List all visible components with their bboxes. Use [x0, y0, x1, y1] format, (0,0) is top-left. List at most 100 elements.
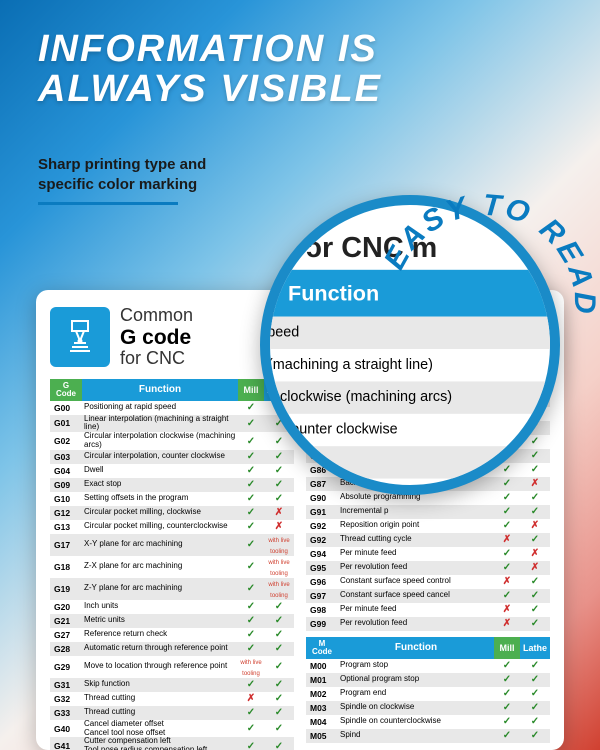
function-cell: Inch units: [82, 602, 238, 611]
lathe-cell: ✓: [264, 629, 294, 640]
mill-cell: ✓: [238, 561, 264, 572]
magnifier-lens: ɔr CNC m Function Mill Lathe id speed✓✓i…: [260, 195, 560, 495]
table-row: G29Move to location through reference po…: [50, 656, 294, 678]
subtitle-line-2: specific color marking: [38, 176, 197, 193]
function-cell: Spindle on counterclockwise: [338, 717, 494, 726]
table-header-m: MCode Function Mill Lathe: [306, 637, 550, 659]
mill-cell: ✓: [494, 492, 520, 503]
table-row: G31Skip function✓✓: [50, 678, 294, 692]
mill-cell: ✓: [494, 506, 520, 517]
mill-cell: ✓: [238, 723, 264, 734]
table-row: G97Constant surface speed cancel✓✓: [306, 589, 550, 603]
table-row: G92Reposition origin point✓✗: [306, 519, 550, 533]
table-row: G41Cutter compensation leftTool nose rad…: [50, 737, 294, 750]
code-cell: G95: [306, 563, 338, 573]
lathe-cell: ✓: [520, 660, 550, 671]
subtitle-underline: [38, 202, 178, 205]
function-cell: Linear interpolation (machining a straig…: [82, 415, 238, 433]
function-cell: Cancel diameter offsetCancel tool nose o…: [82, 720, 238, 738]
card-title-post: for CNC: [120, 348, 185, 368]
code-cell: G10: [50, 494, 82, 504]
th-function: Function: [82, 384, 238, 395]
mag-heading: ɔr CNC m: [260, 223, 560, 270]
table-row: M00Program stop✓✓: [306, 659, 550, 673]
code-cell: G17: [50, 540, 82, 550]
th-mill: Mill: [238, 379, 264, 401]
code-cell: G09: [50, 480, 82, 490]
table-row: M02Program end✓✓: [306, 687, 550, 701]
card-title: Common G code for CNC: [120, 306, 193, 369]
lathe-cell: ✓: [264, 693, 294, 704]
table-row: G96Constant surface speed control✗✓: [306, 575, 550, 589]
code-cell: G20: [50, 602, 82, 612]
code-cell: G02: [50, 436, 82, 446]
table-row: G03Circular interpolation, counter clock…: [50, 450, 294, 464]
mill-cell: ✓: [238, 583, 264, 594]
lathe-cell: with livetooling: [264, 578, 294, 600]
subtitle-line-1: Sharp printing type and: [38, 156, 206, 173]
mill-cell: ✓: [494, 702, 520, 713]
mill-cell: ✓: [494, 730, 520, 741]
function-cell: Setting offsets in the program: [82, 494, 238, 503]
mill-cell: ✓: [494, 716, 520, 727]
table-header-left: GCode Function Mill Lathe: [50, 379, 294, 401]
function-cell: Spind: [338, 731, 494, 740]
lathe-cell: ✓: [520, 590, 550, 601]
code-cell: G40: [50, 724, 82, 734]
mill-cell: ✓: [238, 679, 264, 690]
table-row: G28Automatic return through reference po…: [50, 642, 294, 656]
code-cell: G01: [50, 418, 82, 428]
mag-th-function: Function: [260, 281, 560, 306]
function-cell: Program end: [338, 689, 494, 698]
lathe-cell: ✓: [264, 741, 294, 750]
code-cell: G03: [50, 452, 82, 462]
code-cell: G12: [50, 508, 82, 518]
table-row: M04Spindle on counterclockwise✓✓: [306, 715, 550, 729]
table-row: M01Optional program stop✓✓: [306, 673, 550, 687]
card-title-bold: G code: [120, 326, 191, 349]
function-cell: Incremental p: [338, 507, 494, 516]
lathe-cell: ✓: [520, 674, 550, 685]
code-cell: G92: [306, 521, 338, 531]
function-cell: Cutter compensation leftTool nose radius…: [82, 737, 238, 750]
mill-cell: ✓: [494, 520, 520, 531]
function-cell: Automatic return through reference point: [82, 644, 238, 653]
table-row: G12Circular pocket milling, clockwise✓✗: [50, 506, 294, 520]
lathe-cell: ✓: [520, 492, 550, 503]
function-cell: Thread cutting: [82, 708, 238, 717]
function-cell: Z-X plane for arc machining: [82, 562, 238, 571]
main-title: INFORMATION IS ALWAYS VISIBLE: [38, 30, 562, 110]
mag-row: id speed✓✓: [260, 317, 560, 349]
table-row: G19Z-Y plane for arc machining✓with live…: [50, 578, 294, 600]
code-cell: G28: [50, 644, 82, 654]
magnifier-content: ɔr CNC m Function Mill Lathe id speed✓✓i…: [260, 223, 560, 495]
mag-function: id speed: [260, 325, 560, 341]
title-line-1: INFORMATION IS: [38, 28, 378, 70]
function-cell: Per minute feed: [338, 549, 494, 558]
mill-cell: ✓: [494, 688, 520, 699]
mill-cell: ✓: [238, 418, 264, 429]
table-row: G91Incremental p✓✓: [306, 505, 550, 519]
function-cell: Per revolution feed: [338, 563, 494, 572]
code-cell: G18: [50, 562, 82, 572]
function-cell: Spindle on clockwise: [338, 703, 494, 712]
left-column: GCode Function Mill Lathe G00Positioning…: [50, 379, 294, 750]
mill-cell: ✓: [238, 615, 264, 626]
table-row: G99Per revolution feed✗✓: [306, 617, 550, 631]
code-cell: M04: [306, 717, 338, 727]
function-cell: Circular interpolation clockwise (machin…: [82, 432, 238, 450]
mag-row: ✓✓: [260, 446, 560, 478]
lathe-cell: ✓: [264, 615, 294, 626]
mag-function: ion (machining a straight line): [260, 357, 560, 373]
function-cell: Z-Y plane for arc machining: [82, 584, 238, 593]
mill-cell: ✓: [238, 643, 264, 654]
function-cell: Per revolution feed: [338, 619, 494, 628]
table-row: G27Reference return check✓✓: [50, 628, 294, 642]
table-row: G01Linear interpolation (machining a str…: [50, 415, 294, 433]
mill-cell: ✓: [494, 660, 520, 671]
mill-cell: ✓: [238, 402, 264, 413]
table-row: G40Cancel diameter offsetCancel tool nos…: [50, 720, 294, 738]
lathe-cell: ✗: [520, 548, 550, 559]
code-cell: G13: [50, 522, 82, 532]
code-cell: M00: [306, 661, 338, 671]
